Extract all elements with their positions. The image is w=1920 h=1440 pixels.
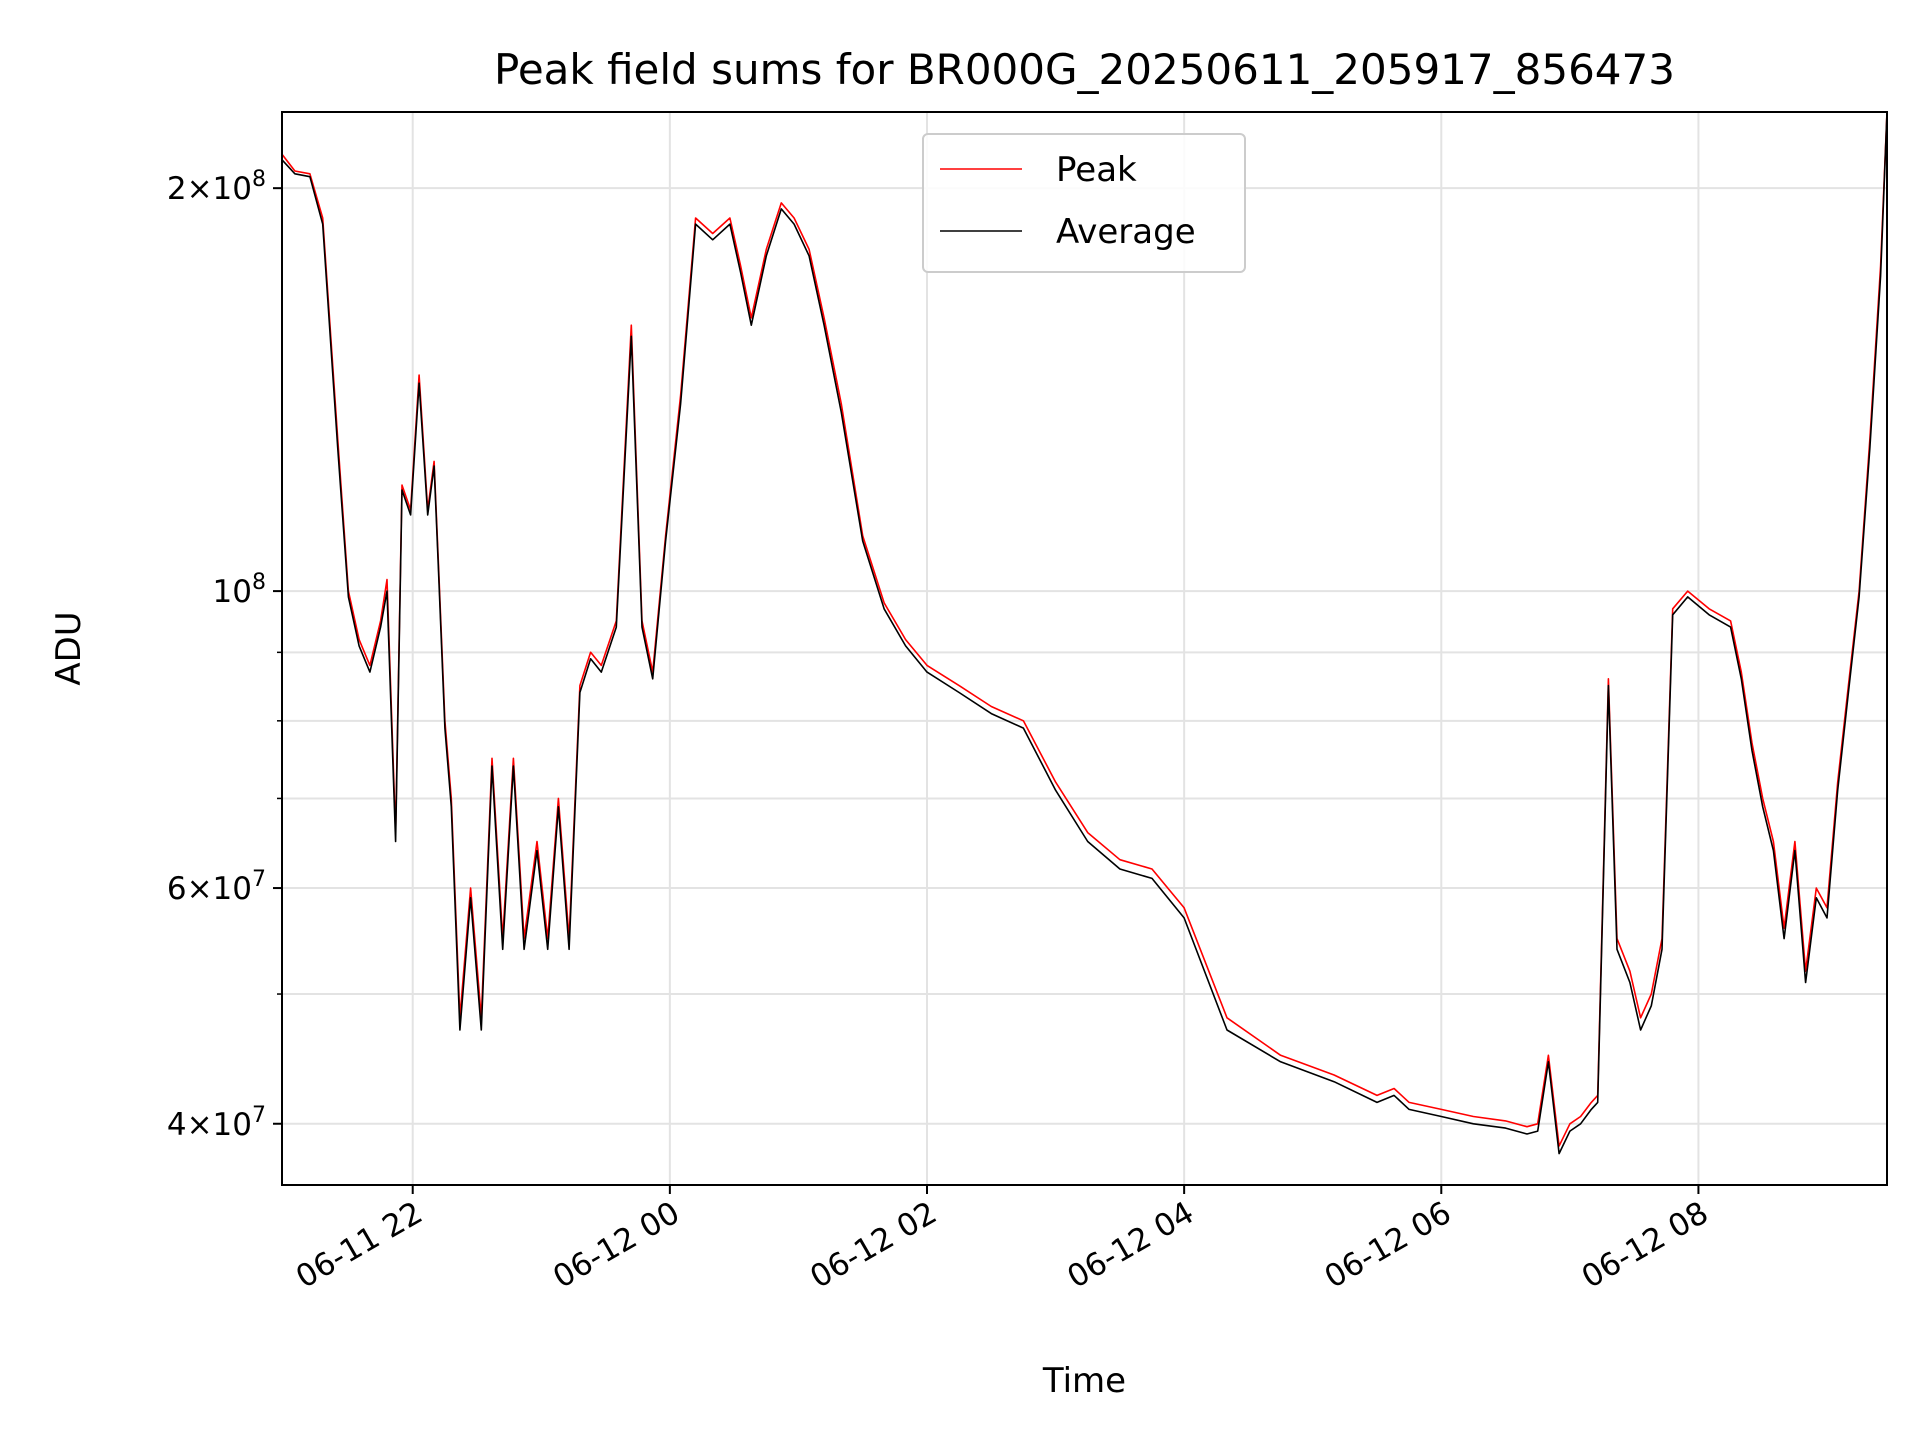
plot-frame (281, 111, 1888, 1186)
y-tick-label: 6×107 (167, 867, 266, 907)
y-tick-label: 4×107 (167, 1103, 266, 1143)
x-axis-label: Time (1042, 1361, 1126, 1401)
y-axis-label: ADU (49, 611, 89, 685)
chart-title: Peak field sums for BR000G_20250611_2059… (494, 45, 1675, 94)
legend-label-average: Average (1056, 212, 1196, 252)
y-tick-label: 2×108 (167, 167, 266, 207)
legend: Peak Average (922, 133, 1246, 273)
series-line-average (282, 112, 1887, 1155)
legend-label-peak: Peak (1056, 150, 1137, 190)
grid (282, 112, 1887, 1185)
series-layer (282, 112, 1887, 1155)
